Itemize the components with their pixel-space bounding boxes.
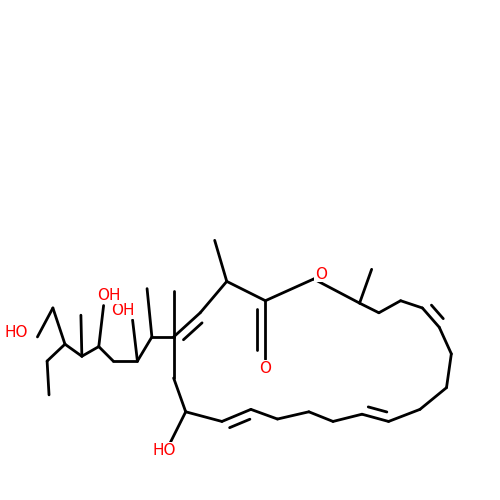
Text: HO: HO — [152, 443, 176, 458]
Text: O: O — [260, 361, 272, 376]
Text: O: O — [315, 266, 327, 281]
Text: OH: OH — [96, 288, 120, 304]
Text: HO: HO — [4, 324, 28, 340]
Text: OH: OH — [111, 303, 134, 318]
